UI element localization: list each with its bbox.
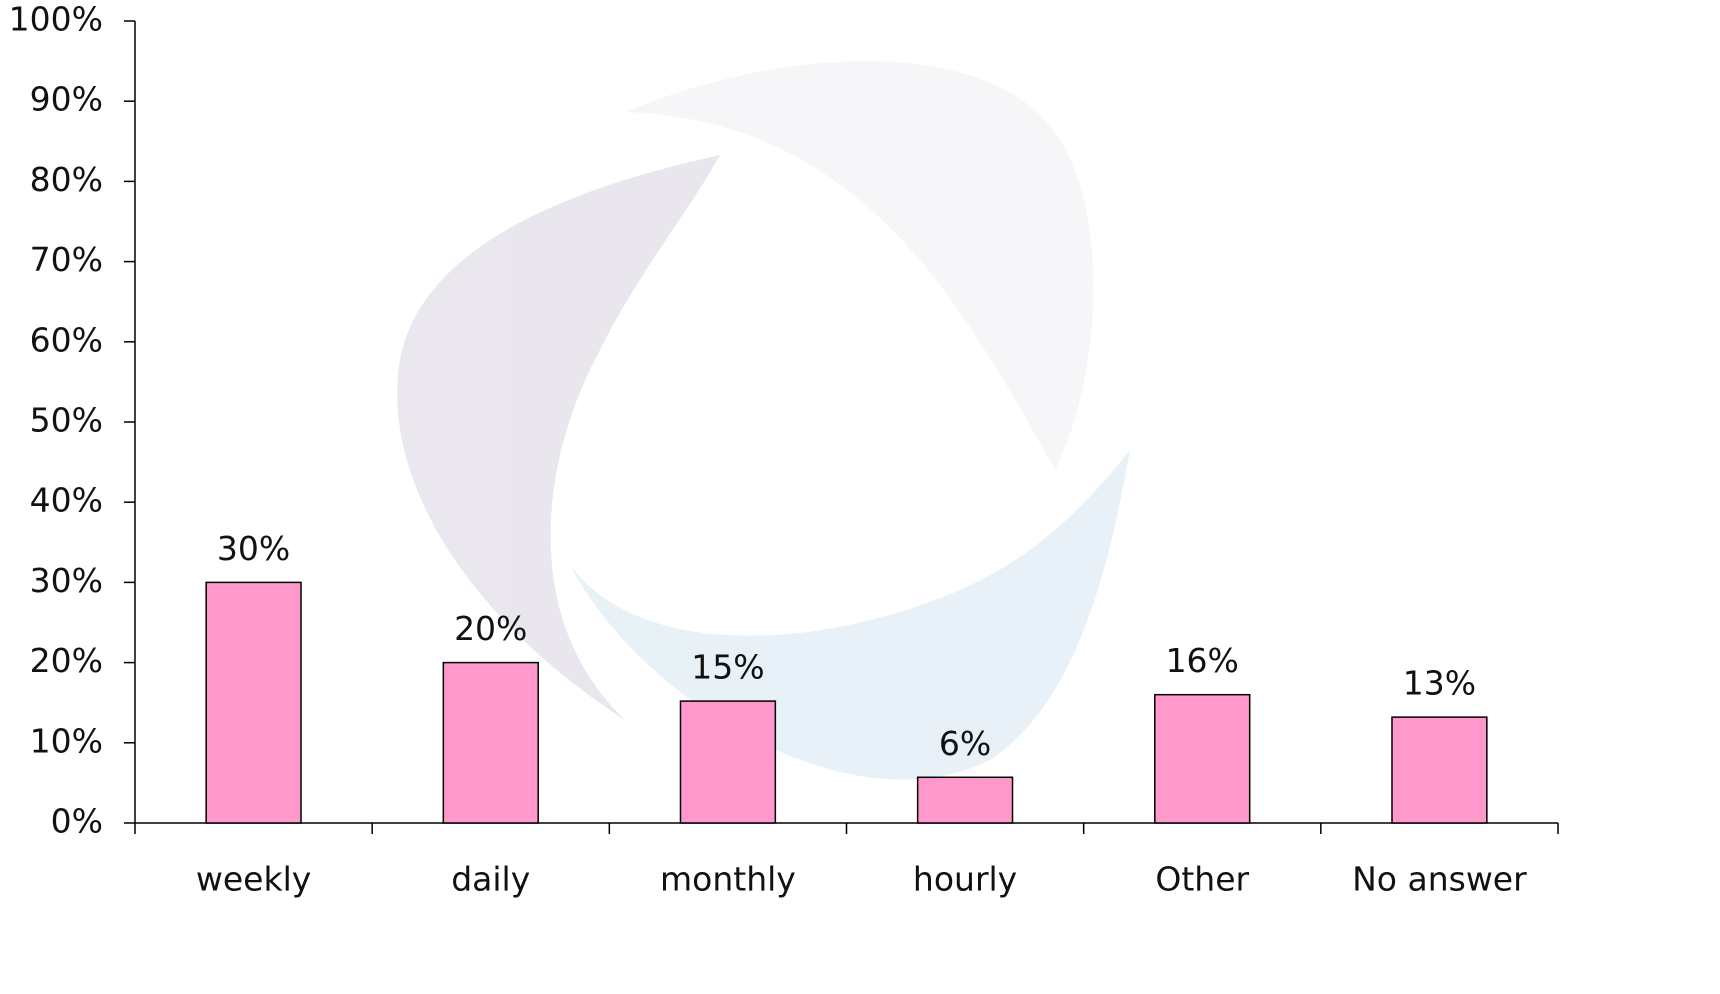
bar bbox=[916, 776, 1014, 824]
x-tick-label: daily bbox=[451, 860, 530, 899]
watermark-swoosh bbox=[397, 155, 720, 720]
y-tick-label: 20% bbox=[30, 641, 103, 680]
y-tick-label: 70% bbox=[30, 240, 103, 279]
y-tick-label: 10% bbox=[30, 721, 103, 760]
bar bbox=[205, 581, 302, 824]
y-tick-label: 90% bbox=[30, 80, 103, 119]
y-tick-label: 80% bbox=[30, 160, 103, 199]
y-tick-label: 40% bbox=[30, 481, 103, 520]
x-tick-label: No answer bbox=[1352, 860, 1527, 899]
watermark bbox=[397, 61, 1130, 780]
x-tick-label: hourly bbox=[913, 860, 1017, 899]
value-label: 6% bbox=[939, 724, 991, 763]
x-tick-label: monthly bbox=[660, 860, 796, 899]
value-label: 16% bbox=[1166, 641, 1239, 680]
bar bbox=[679, 700, 777, 824]
bar bbox=[1154, 693, 1251, 824]
x-tick-label: Other bbox=[1155, 860, 1249, 899]
value-label: 13% bbox=[1403, 664, 1476, 703]
watermark-swoosh bbox=[570, 450, 1130, 780]
y-tick-label: 50% bbox=[30, 401, 103, 440]
y-tick-label: 30% bbox=[30, 561, 103, 600]
value-label: 30% bbox=[217, 529, 290, 568]
x-tick-label: weekly bbox=[196, 860, 311, 899]
bar bbox=[1391, 716, 1488, 824]
bar bbox=[442, 661, 539, 824]
value-label: 15% bbox=[691, 648, 764, 687]
y-tick-label: 60% bbox=[30, 320, 103, 359]
y-tick-label: 100% bbox=[9, 0, 103, 39]
value-label: 20% bbox=[454, 609, 527, 648]
y-tick-label: 0% bbox=[51, 802, 103, 841]
watermark-swoosh bbox=[625, 61, 1094, 470]
